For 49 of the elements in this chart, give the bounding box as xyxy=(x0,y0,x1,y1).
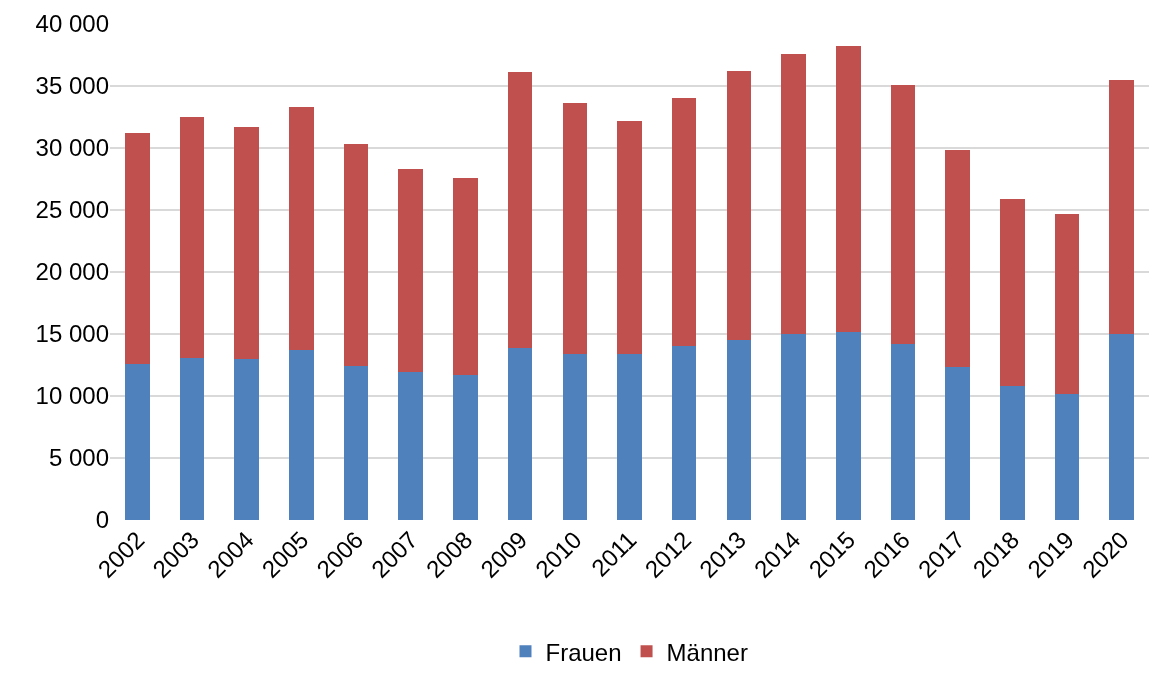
bar xyxy=(890,343,916,520)
bar xyxy=(945,367,970,520)
bar xyxy=(1109,334,1134,520)
bar xyxy=(398,372,424,520)
bar xyxy=(507,347,533,520)
y-tick-label: 5 000 xyxy=(48,444,109,472)
bar xyxy=(234,126,260,359)
y-tick-label: 0 xyxy=(95,506,109,534)
y-tick-label: 40 000 xyxy=(35,10,109,38)
bar xyxy=(125,133,150,364)
bar xyxy=(1109,79,1134,334)
bar xyxy=(890,84,916,344)
bar xyxy=(835,46,861,332)
bar xyxy=(179,117,205,358)
bar xyxy=(398,169,424,373)
bar xyxy=(1054,213,1080,394)
legend-label: Männer xyxy=(666,638,748,666)
bar xyxy=(125,363,150,520)
bar xyxy=(562,353,588,520)
bar xyxy=(179,357,205,520)
bar xyxy=(781,334,806,520)
bar xyxy=(289,107,314,351)
bar xyxy=(671,98,697,347)
y-tick-label: 10 000 xyxy=(35,382,109,410)
bar xyxy=(617,353,642,520)
bar xyxy=(835,331,861,520)
bar xyxy=(726,71,752,341)
bar xyxy=(507,72,533,348)
bar xyxy=(343,144,369,367)
bar xyxy=(945,150,970,368)
bar xyxy=(726,340,752,520)
bar xyxy=(1054,393,1080,520)
bar xyxy=(999,198,1025,387)
legend-label: Frauen xyxy=(545,638,622,666)
bar xyxy=(453,177,478,375)
bar xyxy=(999,386,1025,520)
bar xyxy=(617,120,642,354)
bar xyxy=(781,53,806,334)
y-tick-label: 20 000 xyxy=(35,258,109,286)
bar xyxy=(562,103,588,354)
y-tick-label: 15 000 xyxy=(35,320,109,348)
bar xyxy=(234,358,260,520)
bar xyxy=(671,346,697,520)
bar xyxy=(453,374,478,520)
bar xyxy=(343,366,369,520)
y-tick-label: 30 000 xyxy=(35,134,109,162)
y-tick-label: 25 000 xyxy=(35,196,109,224)
bar xyxy=(289,350,314,520)
y-tick-label: 35 000 xyxy=(35,72,109,100)
